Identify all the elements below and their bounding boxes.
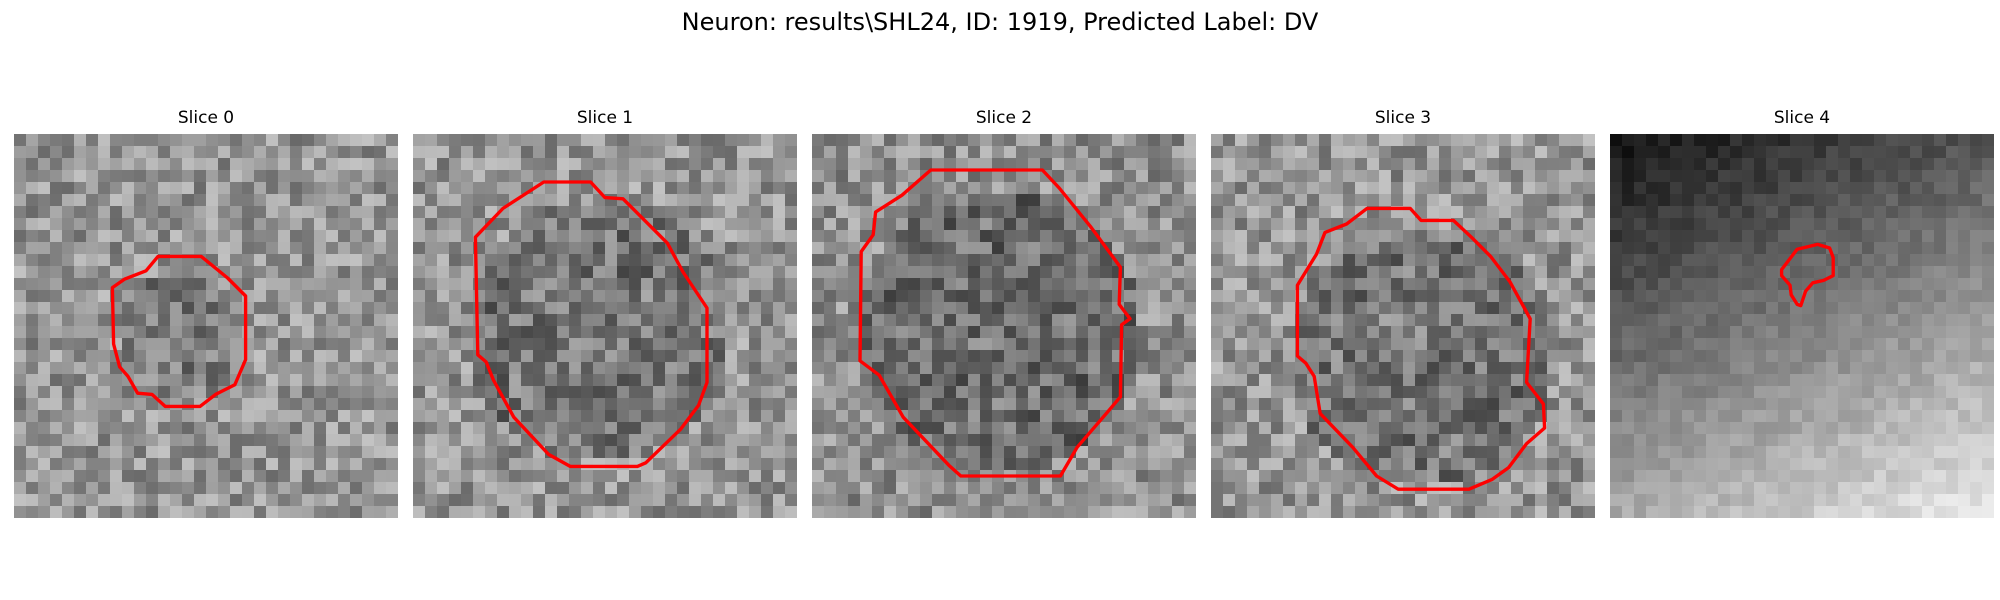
grayscale-pixel-grid	[413, 134, 797, 518]
slice-panel-2: Slice 2	[812, 108, 1196, 522]
figure-title: Neuron: results\SHL24, ID: 1919, Predict…	[681, 8, 1319, 36]
roi-outline	[1295, 206, 1547, 491]
slice-title: Slice 0	[177, 108, 235, 128]
slice-image	[1211, 134, 1595, 518]
slice-title: Slice 3	[1374, 108, 1432, 128]
slice-image	[14, 134, 398, 518]
slice-panel-4: Slice 4	[1610, 108, 1994, 522]
roi-outline	[473, 180, 709, 469]
slice-image	[1610, 134, 1994, 518]
grayscale-pixel-grid	[1211, 134, 1595, 518]
roi-outline	[110, 254, 248, 409]
roi-outline	[1779, 242, 1835, 308]
slice-title: Slice 4	[1773, 108, 1831, 128]
slice-image	[812, 134, 1196, 518]
grayscale-pixel-grid	[812, 134, 1196, 518]
slice-title: Slice 2	[975, 108, 1033, 128]
slice-image	[413, 134, 797, 518]
grayscale-pixel-grid	[1610, 134, 1994, 518]
slice-title: Slice 1	[576, 108, 634, 128]
slice-panel-1: Slice 1	[413, 108, 797, 522]
slice-panel-0: Slice 0	[14, 108, 398, 522]
grayscale-pixel-grid	[14, 134, 398, 518]
slice-panel-3: Slice 3	[1211, 108, 1595, 522]
roi-outline	[858, 168, 1132, 478]
